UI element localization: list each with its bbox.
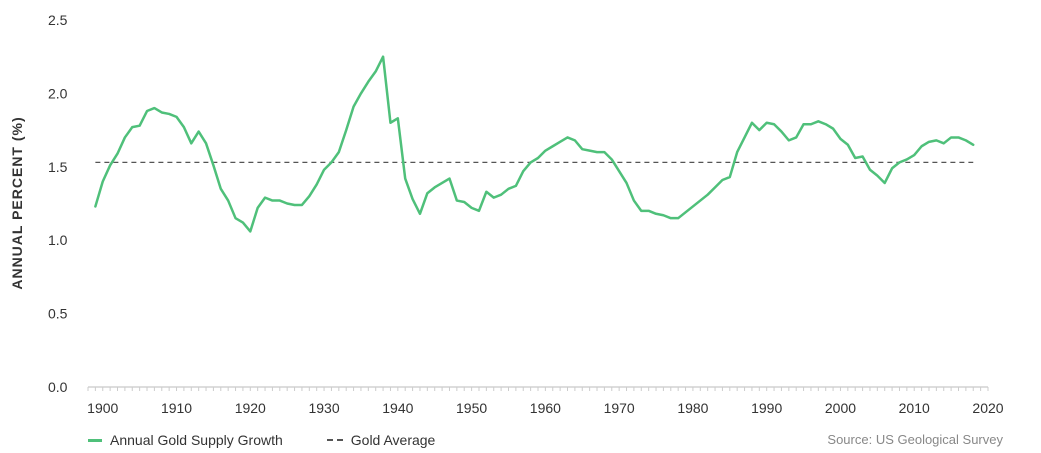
line-chart: 0.00.51.01.52.02.5 1900 1910 1920 1930 1940 1… <box>9 12 1004 416</box>
legend-swatch-dashed <box>326 439 343 441</box>
legend-swatch-solid <box>88 438 102 442</box>
x-tick-label: 2000 <box>825 400 856 416</box>
legend-item-supply-growth: Annual Gold Supply Growth <box>88 432 283 448</box>
x-tick-label: 2010 <box>899 400 930 416</box>
x-tick-label: 2020 <box>972 400 1003 416</box>
x-tick-label: 1960 <box>530 400 561 416</box>
y-tick-label: 0.5 <box>48 306 68 322</box>
y-tick-label: 1.5 <box>48 159 68 175</box>
gold-supply-growth-line <box>94 55 975 233</box>
source-note: Source: US Geological Survey <box>827 432 1003 447</box>
y-tick-label: 2.0 <box>48 85 68 101</box>
legend-label-supply-growth: Annual Gold Supply Growth <box>110 432 283 448</box>
x-tick-label: 1970 <box>604 400 635 416</box>
x-tick-label: 1990 <box>751 400 782 416</box>
x-tick-label: 1920 <box>235 400 266 416</box>
x-tick-label: 1930 <box>308 400 339 416</box>
x-axis-ticks: 1900 1910 1920 1930 1940 1950 1960 1970 1980 1990… <box>87 400 1004 416</box>
x-tick-label: 1950 <box>456 400 487 416</box>
legend-item-gold-average: Gold Average <box>326 432 436 448</box>
x-tick-label: 1910 <box>161 400 192 416</box>
x-axis-tick-marks <box>87 387 989 391</box>
x-tick-label: 1940 <box>382 400 413 416</box>
y-axis-label: ANNUAL PERCENT (%) <box>9 116 25 289</box>
chart-legend: Annual Gold Supply Growth Gold Average <box>88 432 479 448</box>
y-tick-label: 1.0 <box>48 232 68 248</box>
y-tick-label: 2.5 <box>48 12 68 28</box>
x-tick-label: 1980 <box>677 400 708 416</box>
y-tick-label: 0.0 <box>48 379 68 395</box>
legend-label-gold-average: Gold Average <box>350 432 436 448</box>
y-axis-ticks: 0.0 0.5 1.0 1.5 2.0 2.5 <box>48 12 68 395</box>
x-tick-label: 1900 <box>87 400 118 416</box>
